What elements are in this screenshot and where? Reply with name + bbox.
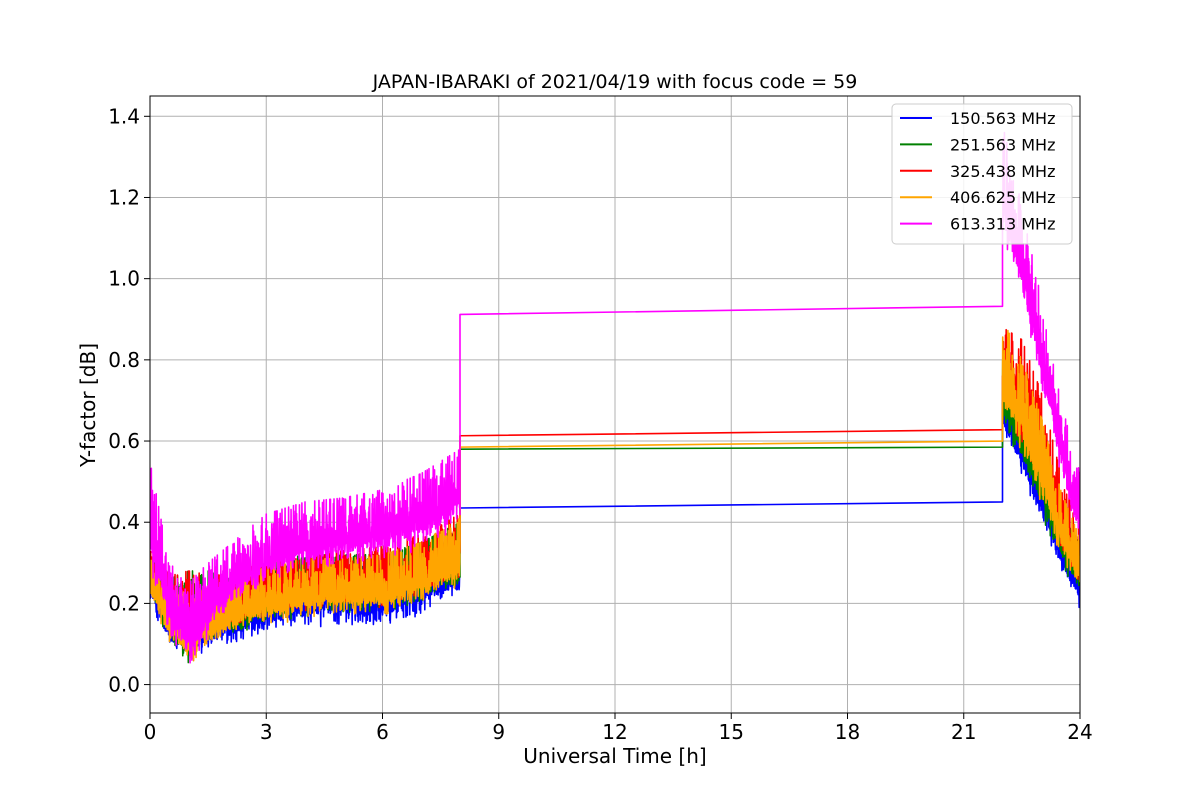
legend-label: 150.563 MHz <box>950 109 1055 128</box>
y-tick-label: 0.6 <box>108 429 140 453</box>
series-line-4 <box>150 329 1080 662</box>
x-tick-label: 6 <box>376 720 389 744</box>
y-axis-label: Y-factor [dB] <box>76 343 100 468</box>
x-tick-label: 24 <box>1067 720 1092 744</box>
legend: 150.563 MHz 251.563 MHz 325.438 MHz 406.625… <box>891 103 1073 245</box>
legend-box <box>891 103 1073 245</box>
x-tick-label: 21 <box>951 720 976 744</box>
y-tick-label: 0.0 <box>108 673 140 697</box>
x-tick-label: 15 <box>719 720 744 744</box>
y-tick-label: 0.8 <box>108 348 140 372</box>
y-tick-label: 1.2 <box>108 185 140 209</box>
legend-label: 251.563 MHz <box>950 135 1055 154</box>
legend-label: 406.625 MHz <box>950 188 1055 207</box>
x-tick-label: 0 <box>144 720 157 744</box>
y-tick-label: 1.4 <box>108 104 140 128</box>
legend-label: 613.313 MHz <box>950 215 1055 234</box>
y-tick-label: 0.4 <box>108 510 140 534</box>
y-tick-label: 0.2 <box>108 591 140 615</box>
y-tick-label: 1.0 <box>108 267 140 291</box>
chart-title: JAPAN-IBARAKI of 2021/04/19 with focus c… <box>372 71 858 93</box>
x-axis-label: Universal Time [h] <box>523 744 706 768</box>
x-tick-label: 12 <box>602 720 627 744</box>
x-tick-label: 9 <box>492 720 505 744</box>
x-tick-label: 3 <box>260 720 273 744</box>
axis-ticks: 0 3 6 9 12 15 18 21 24 0.0 0.2 0.4 0.6 0.8 1.0 1.2 1.4 <box>108 104 1093 744</box>
legend-label: 325.438 MHz <box>950 162 1055 181</box>
x-tick-label: 18 <box>835 720 860 744</box>
